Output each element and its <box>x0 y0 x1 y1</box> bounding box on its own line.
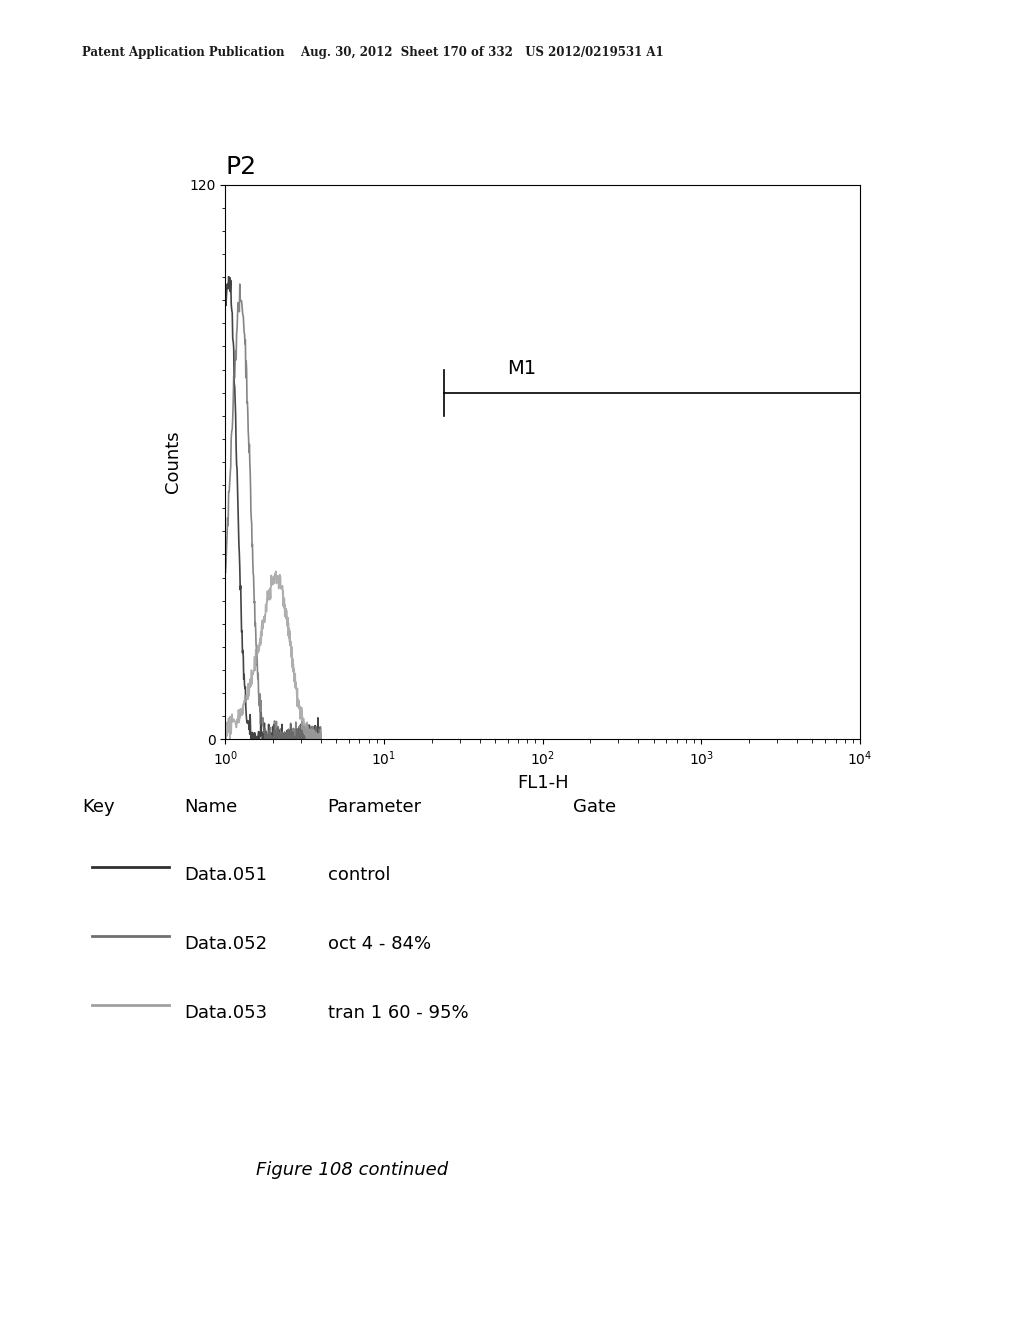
Text: M1: M1 <box>508 359 537 379</box>
Text: Figure 108 continued: Figure 108 continued <box>256 1160 449 1179</box>
Text: tran 1 60 - 95%: tran 1 60 - 95% <box>328 1003 468 1022</box>
X-axis label: FL1-H: FL1-H <box>517 775 568 792</box>
Text: Data.051: Data.051 <box>184 866 267 884</box>
Text: oct 4 - 84%: oct 4 - 84% <box>328 935 431 953</box>
Text: Key: Key <box>82 797 115 816</box>
Text: control: control <box>328 866 390 884</box>
Text: P2: P2 <box>225 154 256 178</box>
Text: Patent Application Publication    Aug. 30, 2012  Sheet 170 of 332   US 2012/0219: Patent Application Publication Aug. 30, … <box>82 46 664 59</box>
Y-axis label: Counts: Counts <box>164 430 182 494</box>
Text: Gate: Gate <box>573 797 616 816</box>
Text: Data.052: Data.052 <box>184 935 267 953</box>
Text: Name: Name <box>184 797 238 816</box>
Text: Parameter: Parameter <box>328 797 422 816</box>
Text: Data.053: Data.053 <box>184 1003 267 1022</box>
